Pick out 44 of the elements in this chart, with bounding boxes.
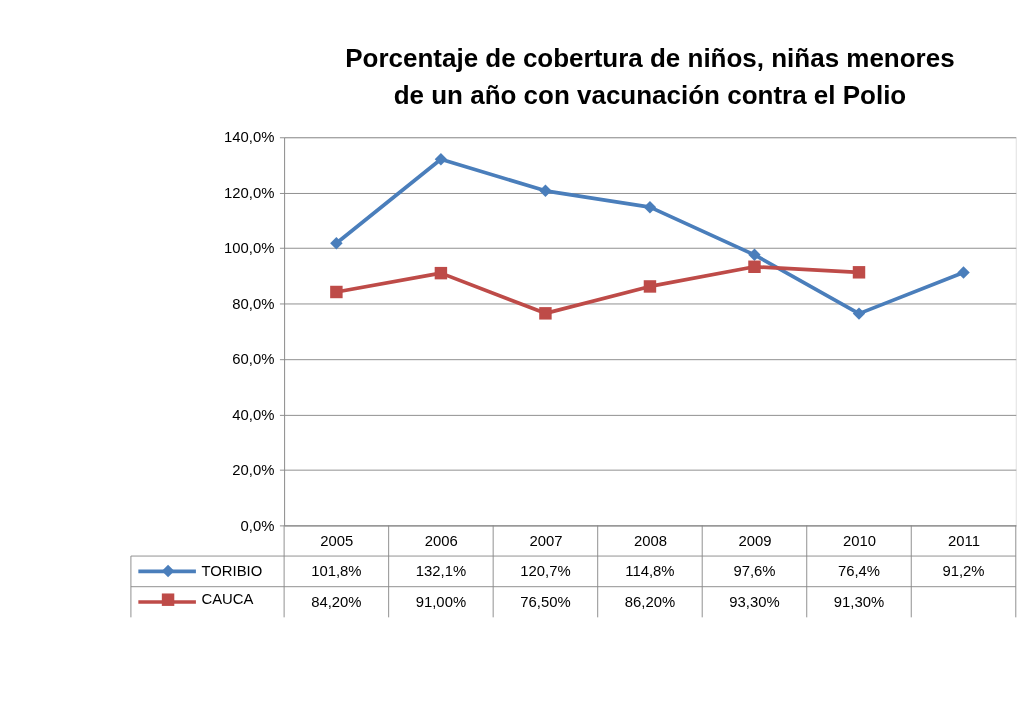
data-label: 91,2%	[942, 563, 985, 580]
point	[434, 152, 448, 166]
point	[643, 200, 657, 214]
point	[748, 248, 761, 262]
point	[643, 280, 657, 293]
chart-title: Porcentaje de cobertura de niños, niñas menores de un año con vacunación contra el Polio	[345, 42, 955, 110]
point	[748, 260, 761, 273]
x-tick-label: 2011	[948, 533, 980, 550]
y-tick-label: 120,0%	[224, 184, 275, 201]
data-label: 120,7%	[520, 563, 571, 580]
legend-label: TORIBIO	[201, 562, 263, 579]
x-tick-label: 2005	[320, 533, 354, 550]
point	[330, 285, 343, 299]
x-tick-label: 2008	[633, 533, 667, 550]
data-label: 76,4%	[837, 563, 881, 580]
data-label: 86,20%	[624, 593, 676, 610]
point	[330, 236, 343, 250]
x-tick-label: 2010	[842, 533, 876, 550]
y-tick-label: 100,0%	[224, 240, 275, 257]
data-label: 97,6%	[733, 563, 776, 580]
x-tick-label: 2006	[424, 533, 458, 550]
data-label: 132,1%	[415, 563, 467, 580]
point	[434, 266, 448, 280]
data-label: 76,50%	[520, 593, 571, 610]
y-tick-label: 0,0%	[240, 517, 275, 534]
x-tick-label: 2007	[529, 533, 563, 550]
data-label: 91,30%	[833, 593, 885, 610]
data-label: 84,20%	[311, 593, 362, 610]
y-tick-label: 140,0%	[224, 129, 275, 146]
point	[539, 307, 552, 320]
y-tick-label: 20,0%	[232, 462, 275, 479]
x-tick-label: 2009	[738, 533, 772, 550]
y-tick-label: 80,0%	[232, 295, 275, 312]
data-label: 91,00%	[415, 593, 467, 610]
point	[852, 307, 866, 320]
y-tick-label: 60,0%	[232, 351, 275, 368]
point	[852, 266, 866, 279]
y-tick-label: 40,0%	[232, 406, 275, 423]
data-label: 101,8%	[311, 563, 362, 580]
point	[957, 266, 970, 279]
legend-label: CAUCA	[201, 591, 254, 608]
point	[539, 184, 552, 198]
data-label: 93,30%	[729, 593, 780, 610]
data-label: 114,8%	[625, 563, 675, 580]
